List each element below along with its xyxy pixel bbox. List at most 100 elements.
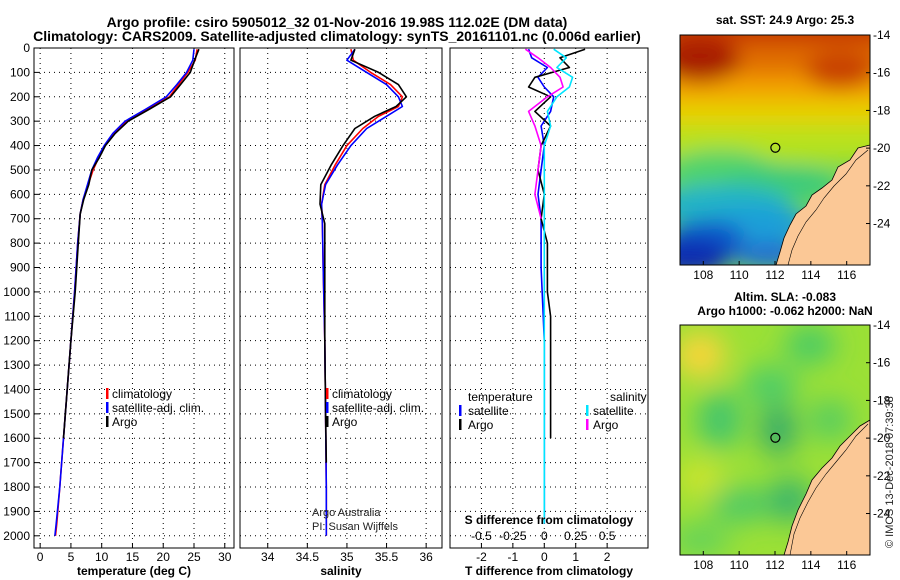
sst-field xyxy=(680,35,870,265)
legend-entry: satellite-adj. clim. xyxy=(112,401,204,415)
plot-frame xyxy=(33,47,235,549)
plot-frame xyxy=(449,47,649,549)
y-tick-label: 600 xyxy=(10,187,30,201)
map-x-tick-label: 108 xyxy=(693,268,713,282)
y-tick-label: 1500 xyxy=(3,407,30,421)
sla-field xyxy=(680,325,870,555)
map-y-tick-label: -24 xyxy=(873,507,891,521)
s-difference-tick-label: 0 xyxy=(541,529,548,543)
sst-map-axes: 108 110 112 114 116 -14 -16 -18 -20 -22 -24 xyxy=(693,28,890,282)
x-tick-label: 20 xyxy=(157,550,171,564)
map-y-tick-label: -16 xyxy=(873,66,891,80)
legend-entry: satellite xyxy=(468,404,509,418)
sst-shelf-contour xyxy=(787,149,869,265)
x-tick-label: 36 xyxy=(419,550,433,564)
x-tick-label: 34 xyxy=(261,550,275,564)
map-y-tick-label: -18 xyxy=(873,103,891,117)
x-axis-label: salinity xyxy=(320,564,362,578)
x-tick-label: 0 xyxy=(37,550,44,564)
x-tick-label: 10 xyxy=(95,550,109,564)
legend-entry: Argo xyxy=(468,418,494,432)
series-line xyxy=(524,48,564,219)
legend-swatch xyxy=(106,402,109,413)
sst-map: sat. SST: 24.9 Argo: 25.3 xyxy=(679,13,891,282)
imos-credit: © IMOS 13-Dec-2018 07:39:38 xyxy=(884,396,896,548)
legend-swatch xyxy=(106,416,109,427)
map-x-tick-label: 108 xyxy=(693,558,713,572)
plot-frame xyxy=(239,47,443,549)
sla-map-axes: 108 110 112 114 116 -14 -16 -18 -20 -22 -24 xyxy=(693,318,890,572)
sst-map-title: sat. SST: 24.9 Argo: 25.3 xyxy=(716,13,855,27)
y-tick-label: 1600 xyxy=(3,431,30,445)
map-x-tick-label: 112 xyxy=(765,558,784,572)
legend-swatch xyxy=(459,405,462,416)
y-tick-label: 1300 xyxy=(3,358,30,372)
map-y-tick-label: -20 xyxy=(873,141,891,155)
x-tick-label: 35.5 xyxy=(375,550,399,564)
y-tick-label: 1700 xyxy=(3,456,30,470)
credit-argo-australia: Argo Australia xyxy=(312,507,381,519)
legend-header-temperature: temperature xyxy=(468,390,533,404)
map-y-tick-label: -14 xyxy=(873,318,891,332)
y-tick-label: 500 xyxy=(10,163,30,177)
map-y-tick-label: -22 xyxy=(873,179,891,193)
y-tick-label: 1000 xyxy=(3,285,30,299)
series-line xyxy=(62,48,200,439)
legend-entry: Argo xyxy=(593,418,619,432)
figure-title-line1: Argo profile: csiro 5905012_32 01-Nov-20… xyxy=(107,14,568,30)
map-y-tick-label: -24 xyxy=(873,217,891,231)
x-tick-label: 15 xyxy=(126,550,140,564)
y-tick-label: 700 xyxy=(10,212,30,226)
sla-land xyxy=(783,419,870,555)
x-tick-label: 35 xyxy=(340,550,354,564)
legend-swatch xyxy=(586,405,589,416)
legend-entry: satellite xyxy=(593,404,634,418)
legend-swatch xyxy=(586,419,589,430)
x-axis-label: temperature (deg C) xyxy=(77,564,191,578)
y-tick-label: 300 xyxy=(10,114,30,128)
map-y-tick-label: -20 xyxy=(873,431,891,445)
y-tick-label: 900 xyxy=(10,261,30,275)
series-line xyxy=(543,48,574,524)
x-tick-label: 30 xyxy=(218,550,232,564)
sla-map-title: Altim. SLA: -0.083 xyxy=(734,290,836,304)
x-tick-label: 2 xyxy=(604,550,611,564)
y-tick-label: 1200 xyxy=(3,334,30,348)
credit-pi: PI: Susan Wijffels xyxy=(312,521,398,533)
temperature-panel: 0 5 10 15 20 25 30 temperature (deg C) 0 100 200 30… xyxy=(3,41,235,578)
legend-swatch xyxy=(459,419,462,430)
map-x-tick-label: 116 xyxy=(837,268,856,282)
sla-shelf-contour xyxy=(789,423,869,555)
s-difference-tick-label: -0.25 xyxy=(499,529,527,543)
map-x-tick-label: 110 xyxy=(730,268,749,282)
map-y-tick-label: -16 xyxy=(873,356,891,370)
map-y-tick-label: -18 xyxy=(873,393,891,407)
s-difference-tick-label: 0.25 xyxy=(564,529,588,543)
legend-swatch xyxy=(326,402,329,413)
x-tick-label: -1 xyxy=(508,550,519,564)
y-tick-label: 400 xyxy=(10,139,30,153)
s-difference-tick-label: -0.5 xyxy=(471,529,492,543)
x-tick-label: 5 xyxy=(68,550,75,564)
y-tick-label: 1800 xyxy=(3,480,30,494)
x-axis-label: T difference from climatology xyxy=(465,564,633,578)
sla-map: Altim. SLA: -0.083 Argo h1000: -0.062 h2… xyxy=(679,290,891,572)
map-x-tick-label: 114 xyxy=(801,268,820,282)
legend-entry: satellite-adj. clim. xyxy=(332,401,424,415)
map-x-tick-label: 112 xyxy=(765,268,784,282)
x-tick-label: 34.5 xyxy=(296,550,320,564)
y-tick-label: 1900 xyxy=(3,504,30,518)
map-x-tick-label: 114 xyxy=(801,558,820,572)
legend-entry: climatology xyxy=(112,387,172,401)
legend-header-salinity: salinity xyxy=(610,390,647,404)
sla-map-subtitle: Argo h1000: -0.062 h2000: NaN xyxy=(697,304,872,318)
map-x-tick-label: 116 xyxy=(837,558,856,572)
argo-float-position-marker xyxy=(770,432,781,443)
y-tick-label: 1100 xyxy=(4,309,30,323)
argo-float-position-marker xyxy=(770,142,781,153)
map-x-tick-label: 110 xyxy=(730,558,749,572)
legend-entry: Argo xyxy=(332,415,358,429)
legend-entry: Argo xyxy=(112,415,138,429)
map-y-tick-label: -14 xyxy=(873,28,891,42)
legend-entry: climatology xyxy=(332,387,392,401)
